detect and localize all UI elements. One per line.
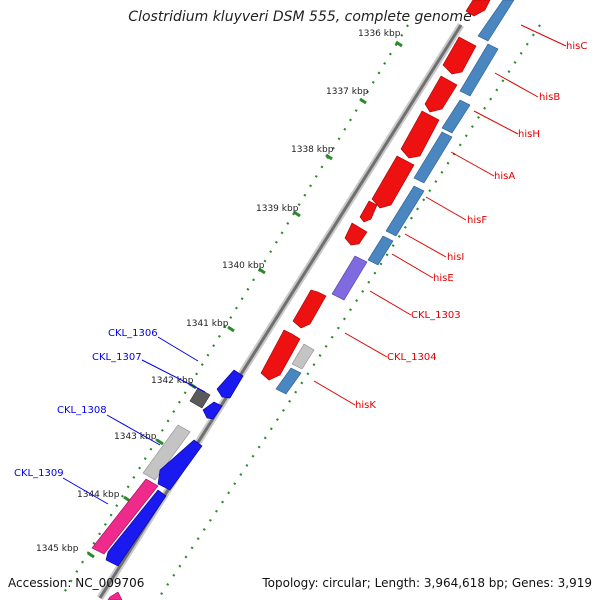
gene-hisE-red[interactable] [344,222,368,246]
gene-bottom-pink[interactable] [107,591,123,600]
kbp-label: 1337 kbp [326,87,369,97]
gene-hisK-gray[interactable] [291,343,315,370]
kbp-label: 1340 kbp [222,261,265,271]
gene-label-hisF[interactable]: hisF [467,215,487,226]
kbp-label: 1344 kbp [77,490,120,500]
gene-CKL_1307-blue[interactable] [202,401,223,420]
label-leaders-right [313,24,567,406]
gene-hisK-red[interactable] [260,329,301,381]
gene-CKL_1303-purple[interactable] [331,255,368,301]
gene-hisH-red[interactable] [424,75,458,113]
gene-label-hisK[interactable]: hisK [355,400,376,411]
gene-CKL_1309-blue[interactable] [105,489,167,567]
gene-CKL_1304-red[interactable] [292,289,327,329]
gene-hisH-blue[interactable] [441,99,471,134]
gene-hisF-red[interactable] [371,155,415,209]
forward-blue-genes [275,0,515,395]
accession-label: Accession: NC_009706 [8,576,145,590]
reverse-genes [91,369,244,600]
genome-summary: Topology: circular; Length: 3,964,618 bp… [262,576,592,590]
forward-red-genes [260,0,491,381]
gene-CKL_1308-gray[interactable] [142,424,191,481]
gene-CKL_1308-blue[interactable] [157,439,203,491]
gene-hisA-blue[interactable] [413,131,453,184]
gene-label-hisA[interactable]: hisA [494,171,515,182]
gene-CKL_1309-pink[interactable] [91,478,159,555]
gene-label-CKL_1307[interactable]: CKL_1307 [92,352,142,363]
gene-label-CKL_1306[interactable]: CKL_1306 [108,328,158,339]
kbp-label: 1341 kbp [186,319,229,329]
kbp-label: 1343 kbp [114,432,157,442]
gene-hisI-red[interactable] [359,200,378,223]
label-leaders-left [62,336,206,505]
gene-label-hisH[interactable]: hisH [518,129,540,140]
genome-title: Clostridium kluyveri DSM 555, complete g… [128,9,472,25]
gene-label-hisI[interactable]: hisI [447,252,464,263]
gene-hisB-blue[interactable] [459,43,499,97]
gene-hisI-blue[interactable] [367,235,394,266]
gene-label-CKL_1304[interactable]: CKL_1304 [387,352,437,363]
gene-label-hisE[interactable]: hisE [433,273,454,284]
kbp-tick-marks [87,40,403,559]
tick-track-left [61,24,409,597]
gene-label-CKL_1303[interactable]: CKL_1303 [411,310,461,321]
gene-label-hisB[interactable]: hisB [539,92,560,103]
gene-label-hisC[interactable]: hisC [566,41,587,52]
gene-hisC-blue[interactable] [477,0,515,42]
kbp-label: 1336 kbp [358,29,401,39]
kbp-label: 1345 kbp [36,544,79,554]
gene-CKL_1307-darkgray[interactable] [189,387,211,409]
kbp-label: 1339 kbp [256,204,299,214]
gene-hisB-red[interactable] [442,36,477,75]
kbp-label: 1342 kbp [151,376,194,386]
gene-hisC-red[interactable] [465,0,491,17]
gene-hisK-blue[interactable] [275,367,302,395]
tick-track-right [159,24,541,597]
gene-CKL_1306-blue[interactable] [216,369,244,399]
gene-label-CKL_1308[interactable]: CKL_1308 [57,405,107,416]
gene-hisF-blue[interactable] [385,185,425,237]
kbp-label: 1338 kbp [291,145,334,155]
gene-label-CKL_1309[interactable]: CKL_1309 [14,468,64,479]
gene-hisA-red[interactable] [400,110,440,159]
